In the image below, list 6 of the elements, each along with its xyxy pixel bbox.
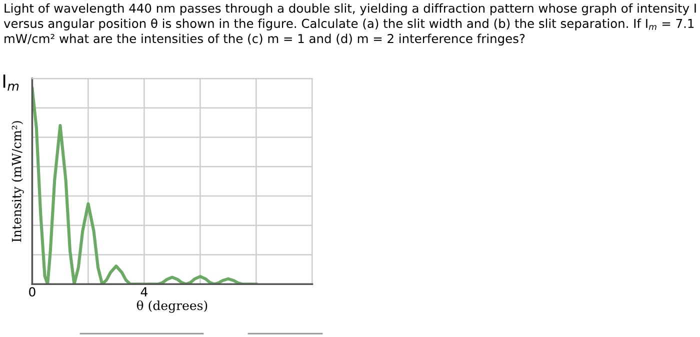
annotation: I$_{m}$ (3, 74, 19, 91)
chart-title: Light of wavelength 440 nm passes through a double slit, yielding a diffraction pattern whose graph of intensity I versus angular position θ is shown in the figure. Calculate (a) the slit width and (b) the slit separation. If I$_{m}$ = 7.1 mW/cm² what are the intensities of the (c) m = 1 and (d) m = 2 interference fringes? (4, 3, 696, 46)
x-axis-title: θ (degrees) (136, 300, 208, 313)
y-axis-title: Intensity (mW/cm²) (12, 121, 24, 242)
x-tick-label: 4 (140, 287, 148, 296)
x-tick-label: 0 (29, 287, 36, 297)
